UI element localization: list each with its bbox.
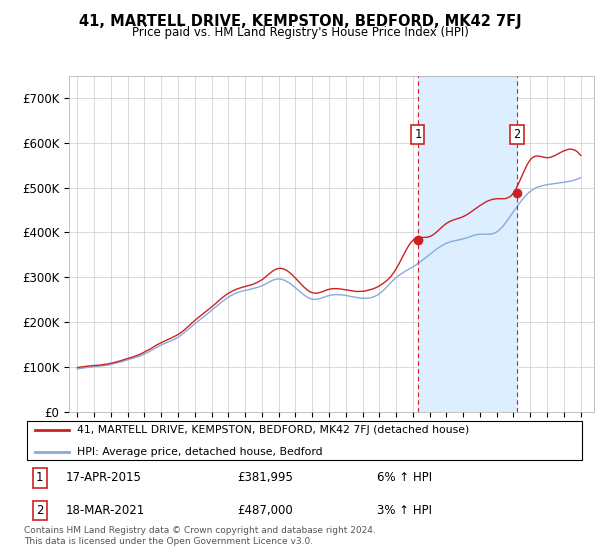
Text: £487,000: £487,000 xyxy=(237,504,293,517)
Text: 41, MARTELL DRIVE, KEMPSTON, BEDFORD, MK42 7FJ: 41, MARTELL DRIVE, KEMPSTON, BEDFORD, MK… xyxy=(79,14,521,29)
Text: Price paid vs. HM Land Registry's House Price Index (HPI): Price paid vs. HM Land Registry's House … xyxy=(131,26,469,39)
Text: 1: 1 xyxy=(36,471,43,484)
Text: 41, MARTELL DRIVE, KEMPSTON, BEDFORD, MK42 7FJ (detached house): 41, MARTELL DRIVE, KEMPSTON, BEDFORD, MK… xyxy=(77,425,470,435)
Text: 2: 2 xyxy=(36,504,43,517)
Bar xyxy=(418,76,517,412)
Text: HPI: Average price, detached house, Bedford: HPI: Average price, detached house, Bedf… xyxy=(77,447,323,457)
Text: £381,995: £381,995 xyxy=(237,471,293,484)
Text: 3% ↑ HPI: 3% ↑ HPI xyxy=(377,504,433,517)
Text: 18-MAR-2021: 18-MAR-2021 xyxy=(66,504,145,517)
Text: Contains HM Land Registry data © Crown copyright and database right 2024.
This d: Contains HM Land Registry data © Crown c… xyxy=(24,526,376,546)
Text: 2: 2 xyxy=(514,128,521,141)
FancyBboxPatch shape xyxy=(27,421,582,460)
Text: 1: 1 xyxy=(414,128,421,141)
Text: 17-APR-2015: 17-APR-2015 xyxy=(66,471,142,484)
Text: 6% ↑ HPI: 6% ↑ HPI xyxy=(377,471,433,484)
